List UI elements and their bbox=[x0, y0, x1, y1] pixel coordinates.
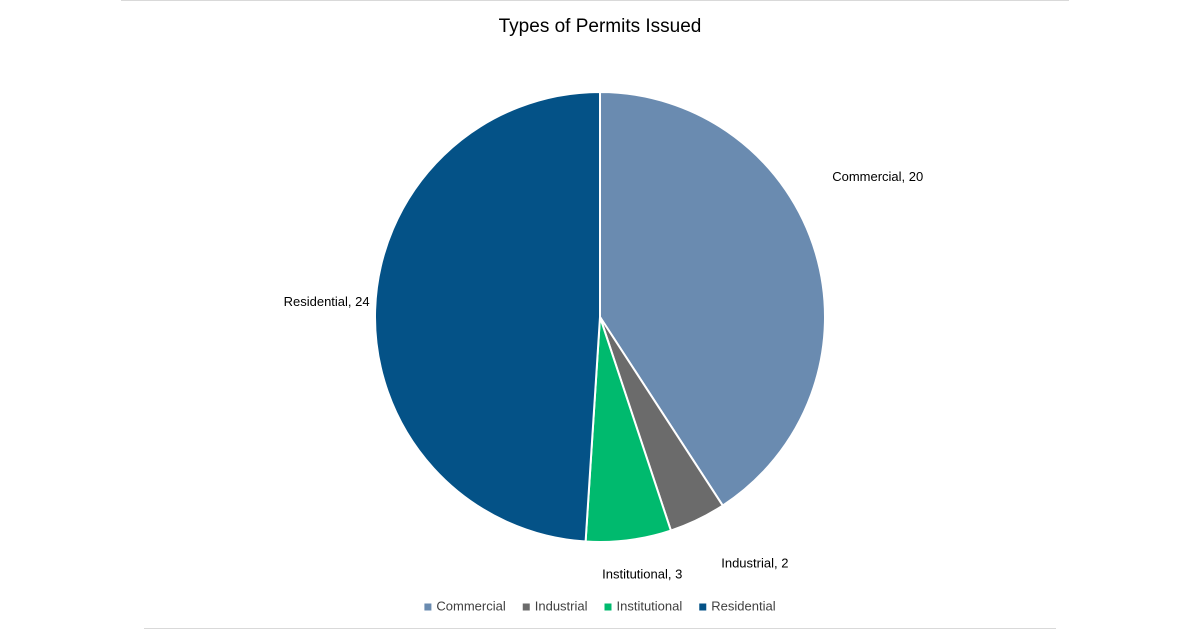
pie-slices bbox=[374, 90, 826, 543]
data-label-residential: Residential, 24 bbox=[284, 294, 370, 309]
chart-top-border bbox=[121, 0, 1069, 1]
data-label-industrial: Industrial, 2 bbox=[721, 556, 788, 571]
chart-title: Types of Permits Issued bbox=[499, 16, 702, 37]
legend-swatch-institutional bbox=[604, 603, 612, 611]
pie-slice-residential bbox=[374, 90, 601, 543]
legend-swatch-industrial bbox=[522, 603, 530, 611]
data-label-institutional: Institutional, 3 bbox=[602, 566, 682, 581]
legend-label-industrial: Industrial bbox=[535, 598, 588, 613]
legend-swatch-residential bbox=[699, 603, 707, 611]
chart-bottom-border bbox=[144, 628, 1056, 629]
legend-label-residential: Residential bbox=[711, 598, 775, 613]
legend-item-industrial: Industrial bbox=[522, 598, 588, 613]
legend-label-commercial: Commercial bbox=[436, 598, 505, 613]
chart-legend: Commercial Industrial Institutional Residen… bbox=[424, 598, 776, 613]
legend-item-institutional: Institutional bbox=[604, 598, 683, 613]
legend-swatch-commercial bbox=[424, 603, 432, 611]
data-label-commercial: Commercial, 20 bbox=[832, 169, 923, 184]
legend-label-institutional: Institutional bbox=[617, 598, 683, 613]
legend-item-residential: Residential bbox=[699, 598, 776, 613]
pie-data-labels: Commercial, 20 Industrial, 2 Institutional… bbox=[284, 169, 924, 581]
legend-item-commercial: Commercial bbox=[424, 598, 506, 613]
